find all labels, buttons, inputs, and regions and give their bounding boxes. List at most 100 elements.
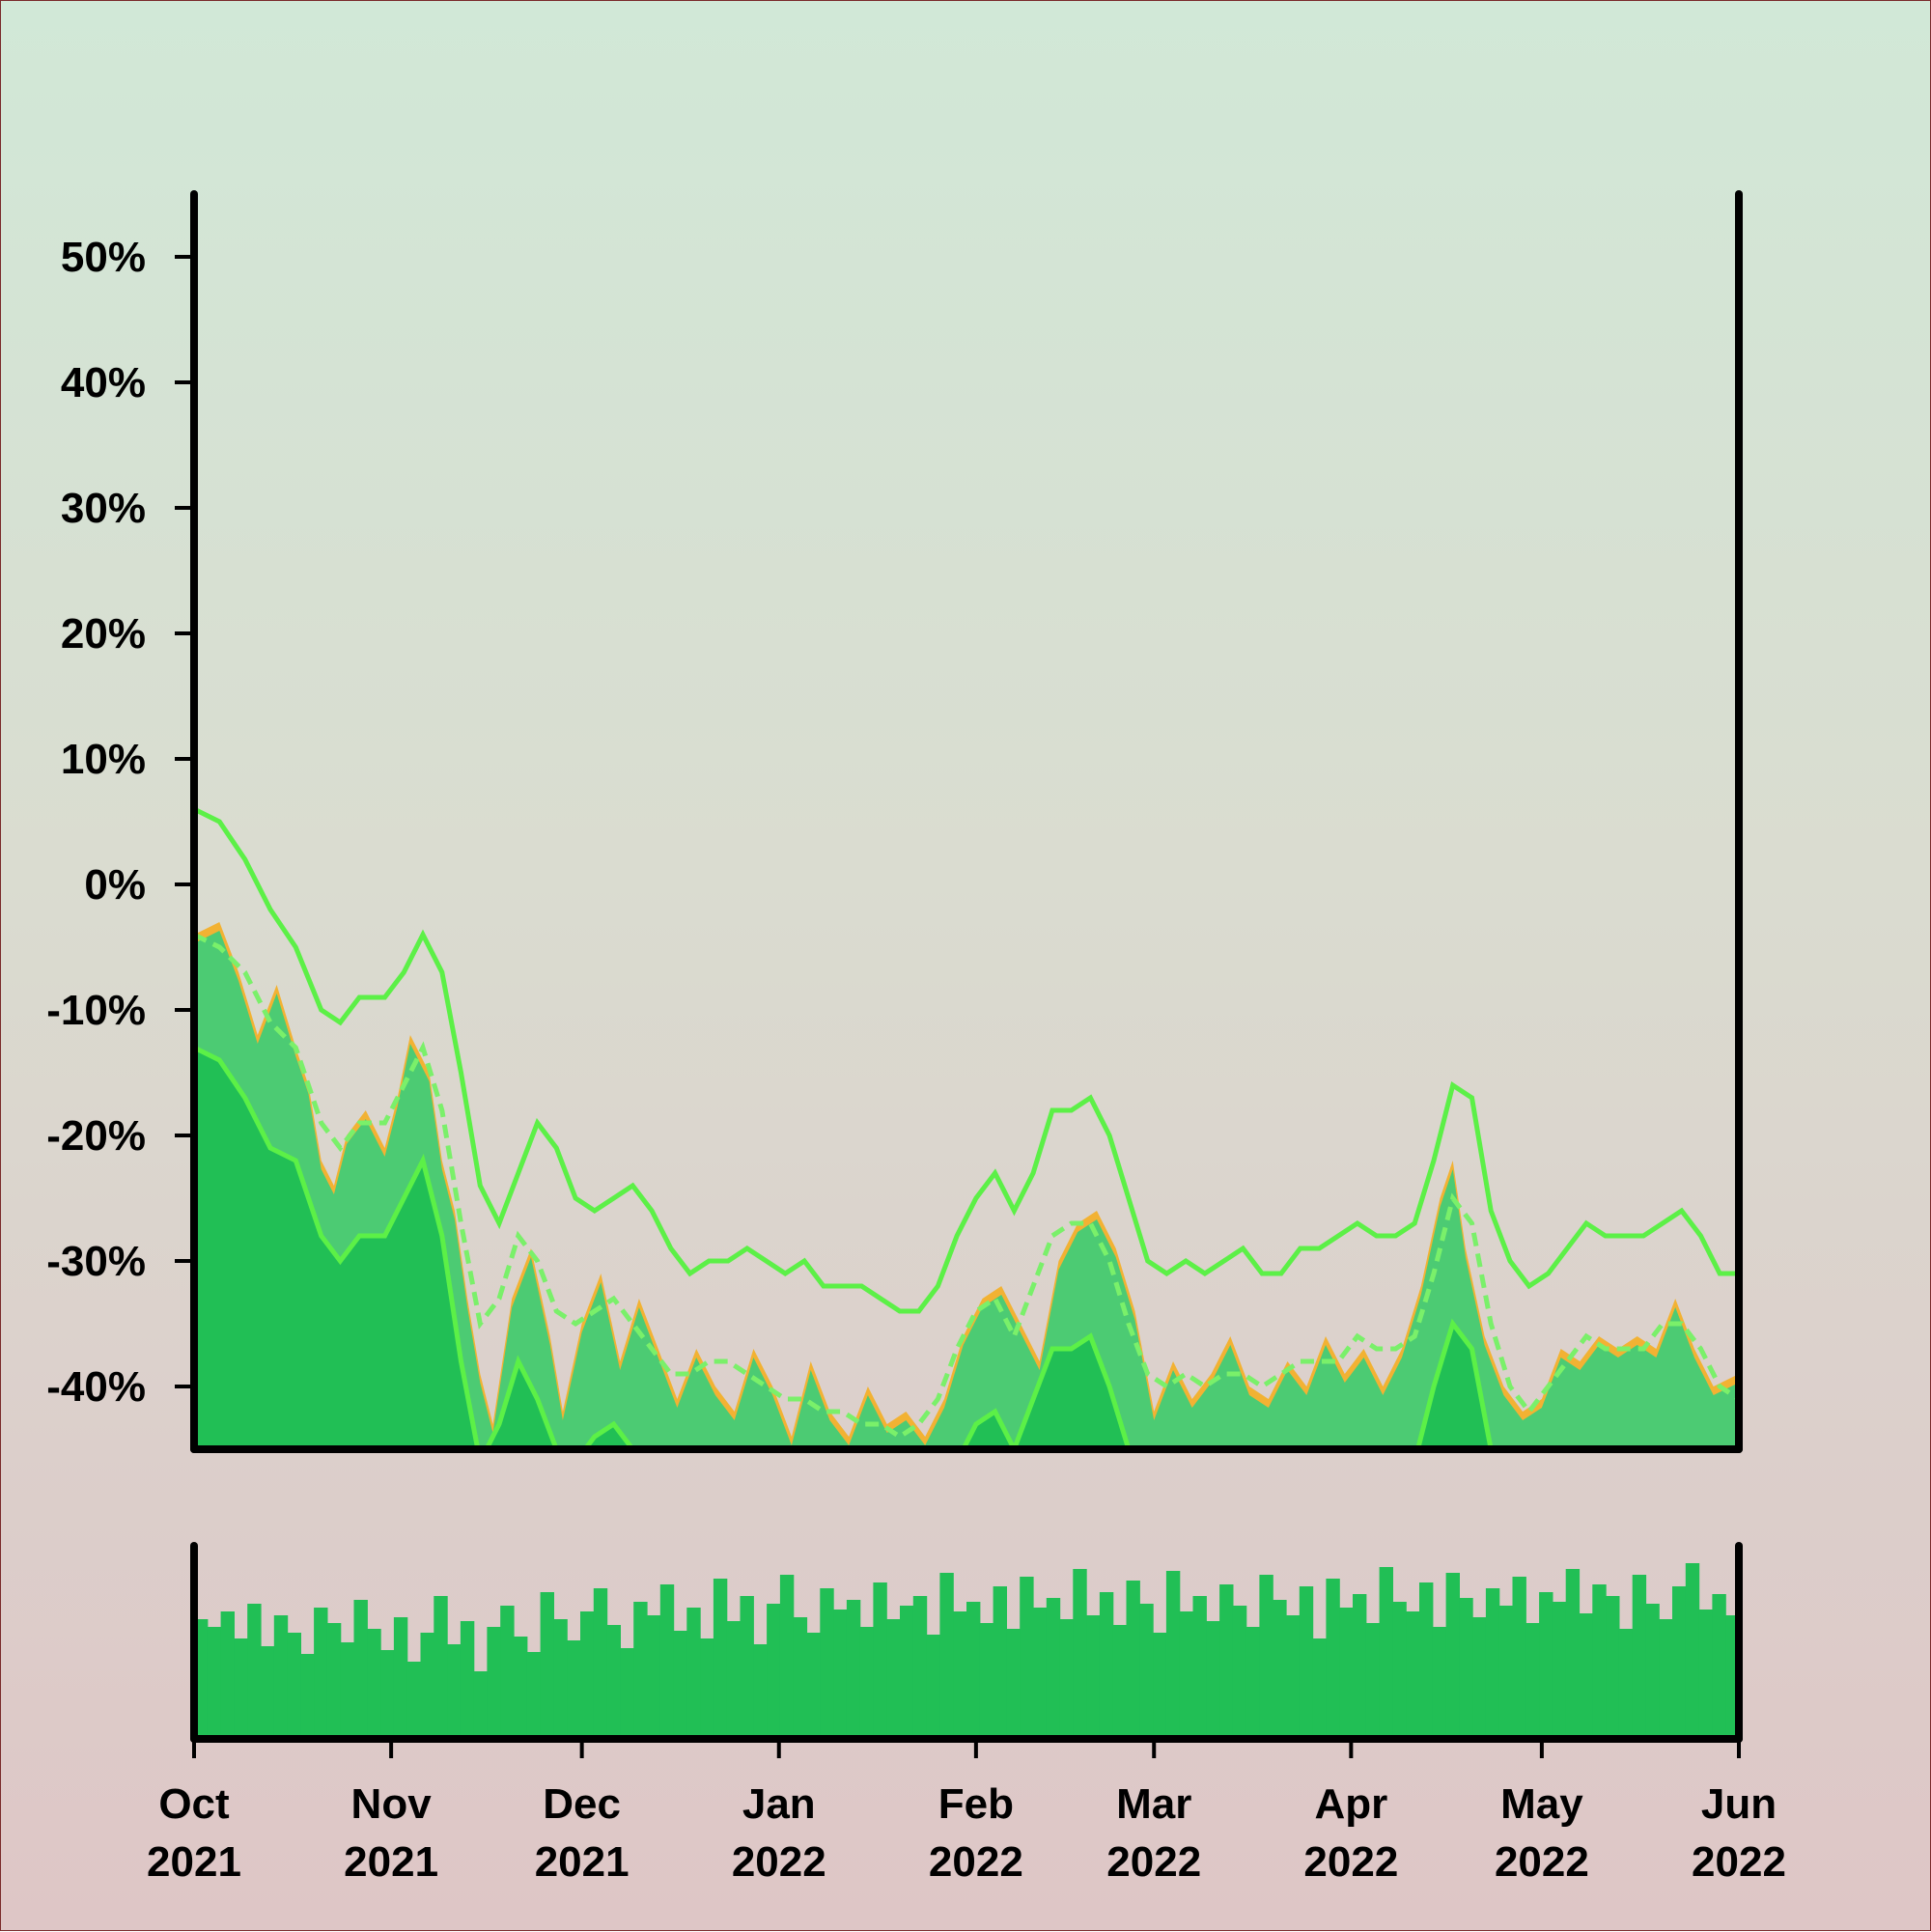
volume-bar xyxy=(912,1596,928,1739)
x-tick-label-year: 2022 xyxy=(1692,1838,1786,1886)
volume-bar xyxy=(926,1635,940,1739)
volume-bar xyxy=(567,1640,581,1739)
volume-bar xyxy=(1485,1588,1500,1739)
volume-bar xyxy=(1525,1623,1540,1739)
volume-bar xyxy=(287,1633,301,1739)
volume-bar xyxy=(1020,1577,1034,1739)
volume-bar xyxy=(1353,1594,1367,1739)
volume-bar xyxy=(633,1602,648,1739)
lower-band-line xyxy=(194,1045,1685,1449)
x-axis: Oct 2021 Nov 2021 Dec 2021 Jan 2022 Feb 2022 Mar 20… xyxy=(147,1739,1786,1886)
volume-bar xyxy=(779,1575,795,1739)
volume-bar xyxy=(1472,1617,1487,1739)
volume-bar xyxy=(873,1582,887,1739)
volume-bar xyxy=(886,1619,901,1739)
volume-bar xyxy=(261,1646,275,1739)
volume-bar xyxy=(234,1638,248,1739)
volume-bar xyxy=(1419,1582,1434,1739)
volume-bar xyxy=(806,1633,821,1739)
volume-bar xyxy=(1698,1610,1713,1739)
volume-bar xyxy=(1512,1577,1526,1739)
axes xyxy=(190,190,1743,1743)
volume-bar xyxy=(1445,1573,1460,1739)
volume-bar xyxy=(859,1627,875,1739)
x-tick-label-month: Oct xyxy=(158,1780,230,1828)
volume-bar xyxy=(753,1644,768,1739)
volume-bar xyxy=(593,1588,608,1739)
y-tick-label: 40% xyxy=(61,359,146,406)
volume-bar xyxy=(793,1617,808,1739)
volume-bar xyxy=(514,1637,528,1739)
volume-bar xyxy=(1112,1625,1128,1739)
volume-bar xyxy=(647,1615,661,1739)
volume-bar xyxy=(1685,1563,1700,1739)
volume-bar xyxy=(1406,1611,1420,1739)
volume-bar xyxy=(1392,1602,1407,1739)
x-tick-label-month: Mar xyxy=(1116,1780,1191,1828)
volume-bar xyxy=(1632,1575,1647,1739)
volume-bar xyxy=(900,1606,914,1739)
volume-bar xyxy=(1179,1611,1194,1739)
volume-bar xyxy=(1552,1602,1567,1739)
volume-bar xyxy=(247,1604,262,1739)
volume-bar xyxy=(846,1600,861,1739)
volume-bar xyxy=(393,1617,408,1739)
volume-bar xyxy=(1672,1586,1687,1739)
volume-bar xyxy=(473,1671,489,1739)
y-tick-label: 0% xyxy=(84,861,146,909)
volume-bar xyxy=(726,1621,742,1739)
x-tick-label-year: 2022 xyxy=(1106,1838,1201,1886)
volume-bar xyxy=(300,1654,315,1739)
volume-bar xyxy=(1046,1598,1061,1739)
volume-bar xyxy=(540,1592,554,1739)
middle-band-line xyxy=(194,932,1739,1440)
volume-bar xyxy=(1365,1623,1381,1739)
volume-bar xyxy=(487,1627,501,1739)
volume-bar xyxy=(1539,1592,1553,1739)
volume-bar xyxy=(767,1604,781,1739)
volume-bar xyxy=(1645,1604,1660,1739)
x-tick-label-year: 2021 xyxy=(147,1838,241,1886)
x-tick-label-month: May xyxy=(1500,1780,1583,1828)
volume-bar xyxy=(273,1615,289,1739)
y-tick-label: 20% xyxy=(61,610,146,658)
volume-bar xyxy=(1299,1586,1314,1739)
volume-bar xyxy=(953,1611,967,1739)
volume-bar xyxy=(1579,1613,1593,1739)
volume-bar xyxy=(833,1610,848,1739)
volume-bar xyxy=(406,1662,422,1739)
volume-bar xyxy=(1126,1581,1140,1739)
volume-bar xyxy=(1286,1615,1301,1739)
x-tick-label-year: 2022 xyxy=(929,1838,1023,1886)
volume-bar xyxy=(673,1631,687,1739)
x-tick-label-month: Dec xyxy=(543,1780,621,1828)
volume-bar xyxy=(1618,1629,1634,1739)
volume-bar xyxy=(1312,1638,1327,1739)
x-tick-label-month: Apr xyxy=(1314,1780,1387,1828)
volume-bar xyxy=(340,1642,355,1739)
volume-bar xyxy=(620,1648,634,1739)
upper-band-line xyxy=(194,806,1739,1314)
x-tick-label-year: 2022 xyxy=(1303,1838,1398,1886)
volume-bar xyxy=(1712,1594,1726,1739)
volume-bar xyxy=(966,1602,981,1739)
y-tick-label: 10% xyxy=(61,736,146,783)
y-tick-label: 30% xyxy=(61,485,146,532)
volume-bar xyxy=(314,1608,328,1739)
volume-bar xyxy=(1006,1629,1021,1739)
volume-bar xyxy=(1339,1608,1354,1739)
volume-bar xyxy=(740,1596,754,1739)
volume-bar xyxy=(1033,1608,1048,1739)
volume-bar xyxy=(326,1623,342,1739)
volume-bar xyxy=(420,1633,434,1739)
volume-bar xyxy=(1326,1579,1340,1739)
y-tick-label: -10% xyxy=(46,987,146,1034)
volume-bar xyxy=(979,1623,994,1739)
volume-bar xyxy=(367,1629,381,1739)
volume-bar xyxy=(1139,1604,1154,1739)
volume-bar xyxy=(553,1619,568,1739)
volume-bar xyxy=(353,1600,368,1739)
volume-bar xyxy=(1606,1596,1620,1739)
x-tick-label-month: Jun xyxy=(1701,1780,1777,1828)
volume-bar xyxy=(1459,1598,1473,1739)
